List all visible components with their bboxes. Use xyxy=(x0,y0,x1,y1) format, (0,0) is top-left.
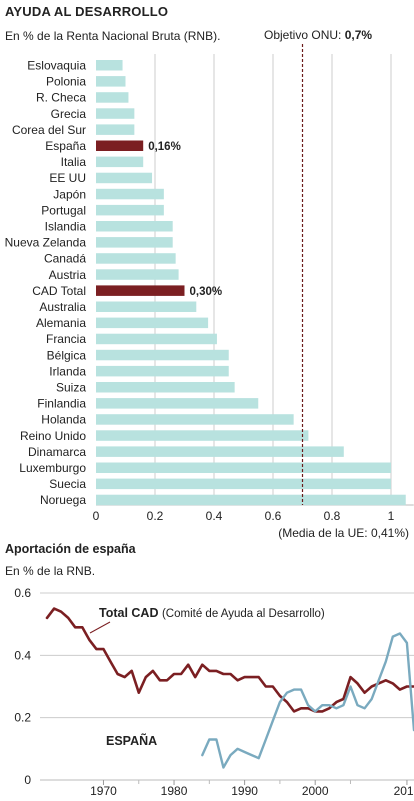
series-label-total-cad: Total CAD (Comité de Ayuda al Desarrollo… xyxy=(99,606,325,620)
bar-category-label: Luxemburgo xyxy=(19,461,86,475)
bar-category-label: Finlandia xyxy=(37,397,86,411)
bar-category-label: Canadá xyxy=(44,252,86,266)
bar xyxy=(96,301,197,312)
bar-chart-subtitle: En % de la Renta Nacional Bruta (RNB). xyxy=(5,29,221,43)
bar xyxy=(96,494,406,506)
bar xyxy=(96,478,391,490)
bar-category-label: Nueva Zelanda xyxy=(5,236,87,250)
series-label-espana: ESPAÑA xyxy=(106,733,157,748)
bar-x-tick-label: 0.6 xyxy=(265,509,282,523)
bar xyxy=(96,269,179,280)
bar-category-label: Corea del Sur xyxy=(12,123,86,137)
bar-category-label: Francia xyxy=(46,332,86,346)
bar-category-label: Portugal xyxy=(41,203,86,217)
bar xyxy=(96,60,123,71)
bar-category-label: Grecia xyxy=(51,107,87,121)
bar xyxy=(96,204,164,216)
bar xyxy=(96,414,294,425)
bar-x-tick-label: 0 xyxy=(93,509,100,523)
bar-category-label: Polonia xyxy=(46,75,86,89)
bar-chart-title: AYUDA AL DESARROLLO xyxy=(5,4,169,19)
bar xyxy=(96,172,153,184)
bar-category-label: Reino Unido xyxy=(20,429,86,443)
bar-category-label: CAD Total xyxy=(32,284,86,298)
bar-category-label: Dinamarca xyxy=(28,445,86,459)
bar-category-label: Australia xyxy=(39,300,86,314)
bar-value-label: 0,16% xyxy=(148,141,181,153)
bar xyxy=(96,108,135,119)
bar xyxy=(96,221,173,232)
bar-category-label: Eslovaquia xyxy=(27,59,86,73)
bar-category-label: Italia xyxy=(61,155,87,169)
bar xyxy=(96,237,173,248)
bar-category-label: Islandia xyxy=(45,220,87,234)
eu-average-note: (Media de la UE: 0,41%) xyxy=(278,526,409,540)
series-name: Total CAD xyxy=(99,606,162,620)
bar-category-label: España xyxy=(45,139,86,153)
line-chart-subtitle: En % de la RNB. xyxy=(5,564,96,578)
bar xyxy=(96,285,185,296)
bar-x-tick-label: 0.8 xyxy=(324,509,341,523)
series-name-note: (Comité de Ayuda al Desarrollo) xyxy=(162,608,325,620)
bar xyxy=(96,365,229,377)
line-x-tick-label: 2000 xyxy=(302,784,329,798)
bar-x-tick-label: 1 xyxy=(388,509,395,523)
bar xyxy=(96,317,209,329)
bar-category-label: R. Checa xyxy=(36,91,86,105)
series-label-leader xyxy=(89,621,111,634)
bar-category-label: Alemania xyxy=(36,316,86,330)
bar xyxy=(96,253,176,264)
bar-category-label: Holanda xyxy=(41,413,86,427)
bar xyxy=(96,430,309,441)
bar xyxy=(96,333,217,345)
bar xyxy=(96,124,135,135)
series-line-total-cad xyxy=(45,607,414,713)
bar xyxy=(96,462,391,473)
line-x-tick-label: 1990 xyxy=(231,784,258,798)
bar-category-label: Bélgica xyxy=(47,348,87,362)
bar xyxy=(96,156,144,168)
line-x-tick-label: 1980 xyxy=(161,784,188,798)
bar xyxy=(96,140,144,151)
reference-label-text: Objetivo ONU: xyxy=(264,28,345,42)
line-chart-title: Aportación de españa xyxy=(5,542,136,556)
bar-category-label: Suiza xyxy=(56,381,86,395)
bar-category-label: EE UU xyxy=(49,171,86,185)
bar xyxy=(96,446,344,457)
line-y-tick-label: 0.2 xyxy=(14,711,31,725)
bar-value-label: 0,30% xyxy=(190,286,223,298)
line-x-tick-label: 2013 xyxy=(394,784,414,798)
series-line-espana xyxy=(201,632,414,769)
line-y-tick-label: 0.6 xyxy=(14,586,31,600)
bar-x-tick-label: 0.4 xyxy=(206,509,223,523)
reference-label: Objetivo ONU: 0,7% xyxy=(264,28,372,42)
line-y-tick-label: 0 xyxy=(24,773,31,787)
bar xyxy=(96,92,129,103)
bar-category-label: Japón xyxy=(53,187,86,201)
bar-category-label: Noruega xyxy=(40,493,86,507)
bar xyxy=(96,398,259,409)
bar-category-label: Austria xyxy=(49,268,87,282)
bar-category-label: Suecia xyxy=(49,477,86,491)
line-y-tick-label: 0.4 xyxy=(14,648,31,662)
reference-value: 0,7% xyxy=(345,28,373,42)
bar-x-tick-label: 0.2 xyxy=(147,509,164,523)
bar xyxy=(96,188,164,200)
bar-category-label: Irlanda xyxy=(49,364,86,378)
bar xyxy=(96,349,229,361)
bar xyxy=(96,382,235,393)
line-x-tick-label: 1970 xyxy=(90,784,117,798)
bar xyxy=(96,76,126,87)
